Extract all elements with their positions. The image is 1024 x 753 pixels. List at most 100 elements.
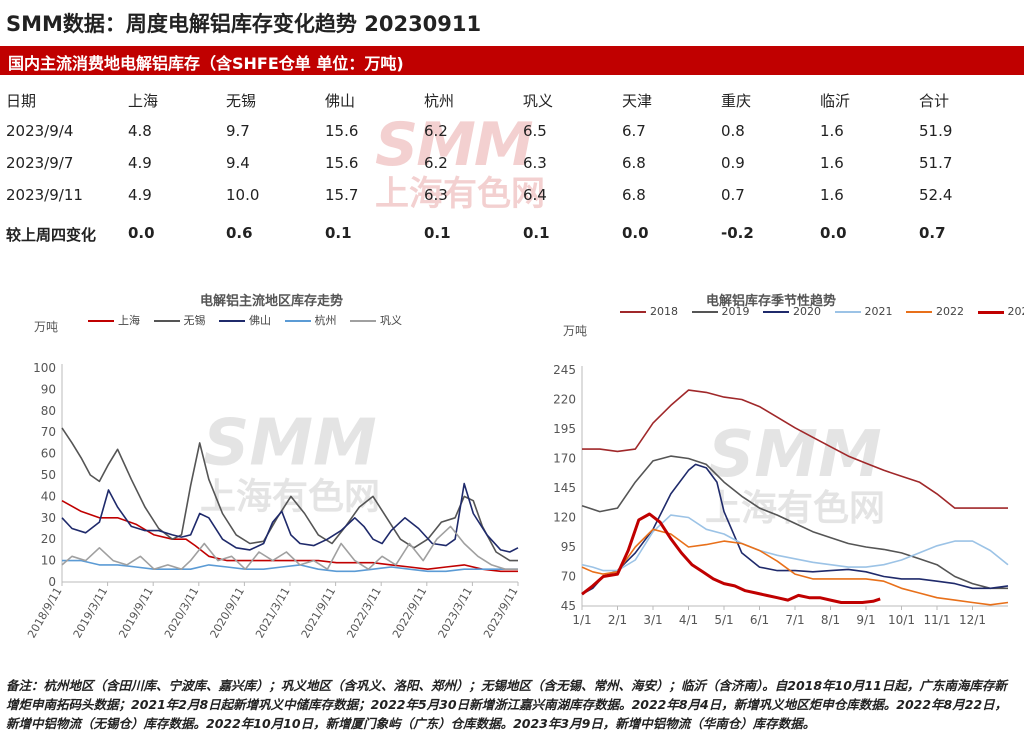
table-cell: 6.7 — [622, 122, 646, 140]
series-line-巩义 — [61, 525, 518, 570]
y-tick-label: 30 — [41, 511, 56, 525]
y-tick-label: 195 — [553, 422, 576, 436]
table-cell: 6.2 — [424, 154, 448, 172]
legend-item: 2023 — [977, 305, 1024, 318]
legend-label: 巩义 — [380, 314, 402, 327]
legend-label: 无锡 — [183, 314, 206, 327]
legend-swatch — [153, 320, 180, 322]
y-tick-label: 70 — [561, 570, 576, 584]
table-row: 2023/9/4 4.8 9.7 15.6 6.2 6.5 6.7 0.8 1.… — [0, 116, 1024, 148]
table-cell: 6.8 — [622, 186, 646, 204]
table-cell: 2023/9/4 — [6, 122, 74, 140]
series-line-2020 — [581, 463, 1009, 595]
legend-swatch — [834, 311, 861, 313]
x-tick-label: 2021/3/11 — [253, 585, 292, 640]
x-tick-label: 11/1 — [924, 613, 951, 627]
table-cell: 4.8 — [128, 122, 152, 140]
col-header: 佛山 — [325, 92, 356, 110]
col-header: 临沂 — [820, 92, 851, 110]
change-row: 较上周四变化 0.0 0.6 0.1 0.1 0.1 0.0 -0.2 0.0 … — [0, 218, 1024, 250]
legend-swatch — [219, 320, 245, 322]
y-tick-label: 50 — [41, 468, 56, 482]
legend-swatch — [977, 310, 1004, 314]
legend-label: 2018 — [650, 305, 678, 318]
col-header: 巩义 — [523, 92, 554, 110]
y-tick-label: 170 — [553, 452, 576, 466]
x-tick-label: 2019/9/11 — [116, 585, 155, 640]
table-banner: 国内主流消费地电解铝库存（含SHFE仓单 单位：万吨) — [0, 46, 1024, 75]
y-tick-label: 245 — [553, 363, 576, 377]
table-cell: 4.9 — [128, 186, 152, 204]
x-tick-label: 4/1 — [679, 613, 698, 627]
change-cell: 0.6 — [226, 224, 253, 242]
y-tick-label: 220 — [553, 393, 576, 407]
table-cell: 1.6 — [820, 154, 844, 172]
table-row: 2023/9/7 4.9 9.4 15.6 6.2 6.3 6.8 0.9 1.… — [0, 148, 1024, 180]
legend-swatch — [350, 320, 376, 322]
series-line-2023 — [581, 512, 881, 604]
left-chart-unit: 万吨 — [34, 320, 59, 334]
legend-swatch — [763, 311, 789, 313]
x-tick-label: 2/1 — [608, 613, 627, 627]
x-tick-label: 2022/9/11 — [390, 585, 429, 640]
legend-label: 2021 — [864, 305, 893, 318]
table-cell: 4.9 — [128, 154, 152, 172]
y-tick-label: 20 — [41, 532, 56, 546]
x-tick-label: 9/1 — [856, 613, 875, 627]
left-chart-title: 电解铝主流地区库存走势 — [200, 294, 344, 309]
y-tick-label: 10 — [41, 554, 56, 568]
change-cell: -0.2 — [721, 224, 754, 242]
table-cell: 52.4 — [919, 186, 953, 204]
table-row: 2023/9/11 4.9 10.0 15.7 6.3 6.4 6.8 0.7 … — [0, 180, 1024, 212]
table-cell: 6.3 — [523, 154, 547, 172]
legend-item: 无锡 — [153, 312, 206, 328]
y-tick-label: 145 — [553, 481, 576, 495]
legend-label: 上海 — [118, 314, 140, 327]
series-line-2019 — [581, 455, 1008, 590]
table-cell: 6.3 — [424, 186, 448, 204]
table-cell: 2023/9/11 — [6, 186, 83, 204]
y-tick-label: 40 — [41, 489, 56, 503]
right-chart-unit: 万吨 — [563, 324, 588, 338]
legend-item: 2021 — [834, 305, 893, 318]
table-cell: 6.4 — [523, 186, 547, 204]
y-tick-label: 80 — [41, 404, 56, 418]
col-header: 重庆 — [721, 92, 752, 110]
table-cell: 0.9 — [721, 154, 745, 172]
col-header: 上海 — [128, 92, 159, 110]
legend-label: 2022 — [936, 305, 964, 318]
series-line-上海 — [61, 500, 518, 573]
x-tick-label: 2021/9/11 — [299, 585, 338, 640]
x-tick-label: 12/1 — [959, 613, 986, 627]
table-cell: 15.7 — [325, 186, 359, 204]
change-cell: 0.7 — [919, 224, 946, 242]
left-chart-legend: 上海 无锡 佛山 杭州 巩义 — [88, 312, 412, 328]
x-tick-label: 5/1 — [714, 613, 733, 627]
x-tick-label: 10/1 — [888, 613, 915, 627]
right-chart-title: 电解铝库存季节性趋势 — [706, 294, 837, 309]
legend-label: 杭州 — [314, 314, 337, 327]
table-cell: 15.6 — [325, 122, 359, 140]
col-header: 合计 — [919, 92, 950, 110]
series-line-杭州 — [62, 559, 518, 573]
x-tick-label: 2018/9/11 — [25, 585, 64, 640]
x-tick-label: 2020/3/11 — [162, 585, 201, 640]
col-header: 天津 — [622, 92, 653, 110]
change-cell: 0.1 — [523, 224, 550, 242]
change-label: 较上周四变化 — [6, 226, 97, 244]
y-tick-label: 95 — [561, 540, 576, 554]
table-cell: 6.5 — [523, 122, 547, 140]
series-line-2021 — [581, 514, 1009, 572]
legend-item: 佛山 — [219, 312, 271, 328]
legend-label: 2023 — [1007, 305, 1024, 318]
change-cell: 0.0 — [820, 224, 847, 242]
table-cell: 1.6 — [820, 186, 844, 204]
page-title: SMM数据：周度电解铝库存变化趋势 20230911 — [6, 12, 482, 36]
x-tick-label: 7/1 — [785, 613, 804, 627]
table-cell: 6.8 — [622, 154, 646, 172]
x-tick-label: 2022/3/11 — [344, 585, 383, 640]
watermark-cn: 上海有色网 — [705, 488, 885, 529]
x-tick-label: 2019/3/11 — [71, 585, 110, 640]
